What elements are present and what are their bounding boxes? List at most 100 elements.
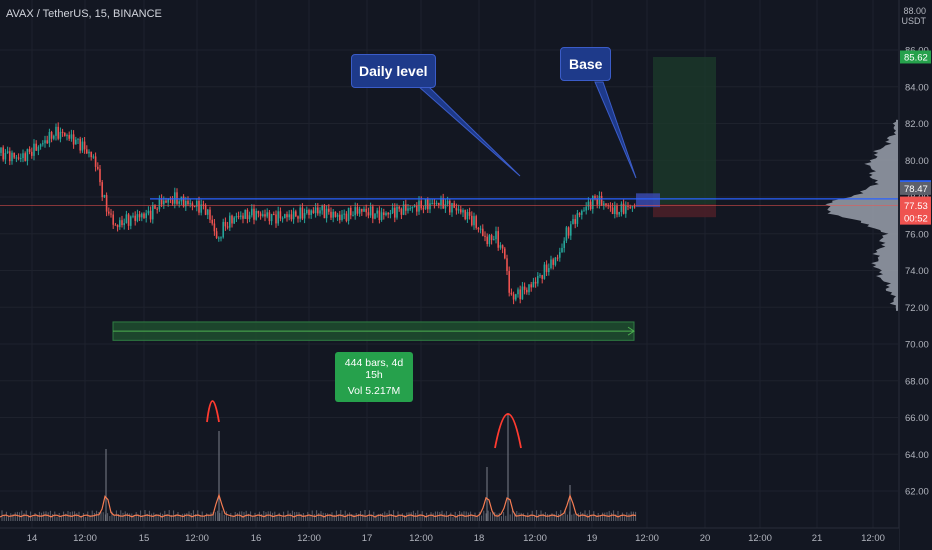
candle-body [308,209,310,215]
candle-body [149,210,152,220]
price-tag [900,50,931,64]
candle-body [259,213,262,217]
candle-body [482,228,484,236]
stop-zone [653,204,716,218]
candle-body [273,213,275,215]
candle-body [235,216,238,218]
time-tick-label: 12:00 [409,533,433,544]
candle-body [543,264,546,279]
candle-body [598,195,601,205]
candle-body [59,131,62,139]
candle-body [539,275,541,277]
candle-body [226,226,229,228]
price-tick-label: 64.00 [905,450,929,461]
candle-body [132,215,134,217]
candle-body [222,221,224,238]
base-zone [636,193,660,208]
currency-label[interactable]: 88.00 USDT [902,6,927,26]
candle-body [61,131,64,133]
range-arrow-head [627,326,635,336]
candle-body [66,135,68,137]
candle-body [339,214,341,220]
price-tag-label: 77.53 [904,201,928,212]
candle-body [462,210,464,213]
candle-body [281,218,284,220]
candle-body [627,205,629,207]
candle-body [251,208,253,216]
candle-body [389,212,392,215]
candle-body [125,214,128,224]
candle-body [105,195,108,212]
candle-body [246,209,249,220]
candle-body [42,143,44,145]
candle-body [268,212,271,222]
candle-body [440,197,442,206]
candle-body [565,227,568,241]
candle-body [484,235,486,237]
price-tag-label: 85.62 [904,52,928,63]
candle-body [407,208,409,211]
candle-body [336,214,339,217]
candle-body [358,208,361,214]
candle-body [244,209,246,219]
time-axis[interactable]: 14 12:00 15 12:00 16 12:00 17 12:00 18 12:00 19 12:… [0,527,899,550]
candle-body [37,146,40,151]
candle-body [431,203,433,205]
candle-body [154,204,156,209]
candle-body [26,149,29,161]
range-info-box[interactable]: 444 bars, 4d 15h Vol 5.217M [335,352,413,402]
price-axis[interactable]: 62.00 64.00 66.00 68.00 70.00 72.00 74.00 76.00… [898,0,932,550]
candle-body [559,252,561,258]
candle-body [290,214,293,220]
daily-level-callout[interactable]: Daily level [351,54,436,88]
time-tick-label: 16 [251,533,262,544]
candle-body [477,227,480,230]
candle-body [72,134,75,145]
range-measure [112,321,635,341]
candle-body [57,126,59,139]
candle-body [473,216,475,226]
candle-body [136,214,139,221]
candle-body [334,211,337,217]
candle-body [592,195,594,210]
candle-body [242,215,244,219]
candle-body [411,207,414,209]
candle-body [123,223,125,226]
candle-body [345,213,348,221]
candle-body [4,153,7,160]
candle-body [101,182,103,198]
candle-body [534,281,537,284]
candle-body [229,215,231,228]
candle-body [68,135,70,139]
time-tick-label: 12:00 [635,533,659,544]
symbol-title[interactable]: AVAX / TetherUS, 15, BINANCE [6,8,162,20]
candle-body [548,268,550,273]
candle-body [81,141,84,151]
candle-body [83,141,86,150]
volume-arc-marker [494,413,522,449]
candle-body [341,214,343,220]
axis-currency: USDT [901,16,927,26]
time-tick-label: 12:00 [861,533,885,544]
candle-body [378,210,381,221]
candle-body [147,210,150,214]
candle-body [50,132,53,139]
candle-body [508,271,510,293]
candle-body [312,210,315,214]
candle-body [383,212,385,215]
candle-body [629,206,631,208]
candle-body [303,213,306,219]
price-tick-label: 66.00 [905,413,929,424]
candle-body [468,212,471,216]
base-pointer [594,81,637,179]
candle-body [521,286,524,300]
base-callout[interactable]: Base [560,47,612,81]
candle-body [237,216,240,218]
candle-body [367,212,370,216]
candle-body [495,231,497,240]
candle-body [387,212,389,215]
candle-body [409,208,411,210]
candle-body [497,231,499,248]
candle-body [490,235,493,241]
